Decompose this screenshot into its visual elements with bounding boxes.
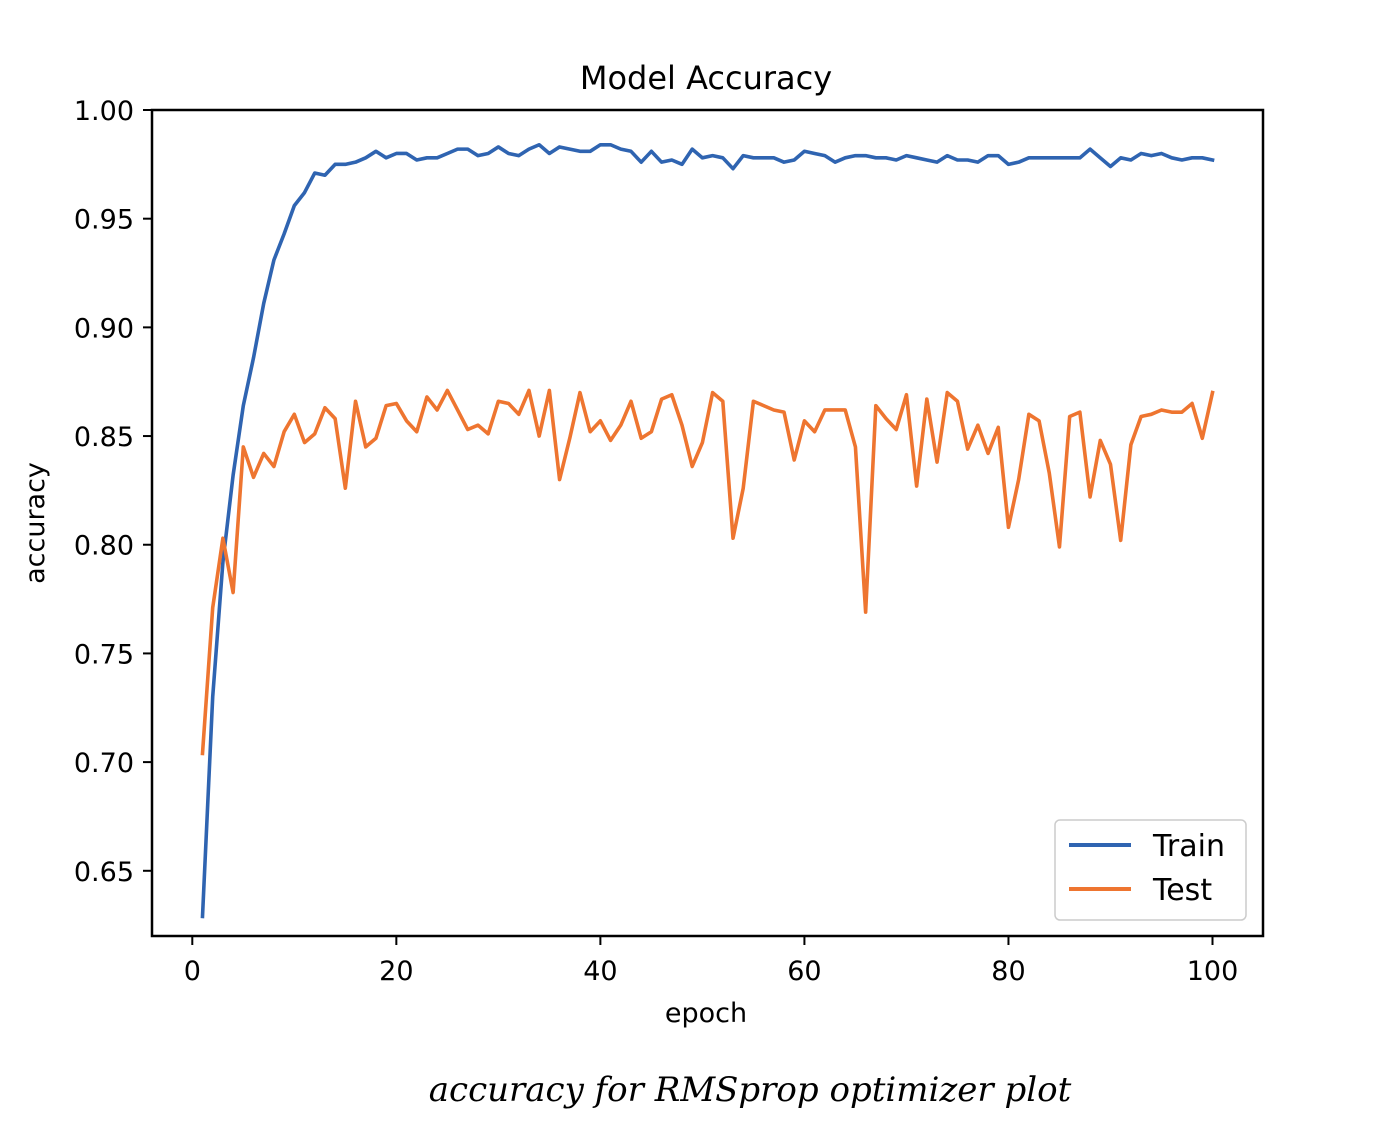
y-tick-label: 0.85 [74,422,134,453]
legend-test-label: Test [1152,873,1212,908]
series-layer [200,142,1215,919]
x-tick-label: 80 [991,956,1025,987]
x-tick-label: 20 [379,956,413,987]
x-axis: 0 20 40 60 80 100 [184,936,1239,987]
figure-caption: accuracy for RMSprop optimizer plot [429,1070,1072,1110]
y-tick-label: 0.80 [74,531,134,562]
axes-frame [150,108,1265,938]
chart-title: Model Accuracy [580,59,832,97]
y-tick-label: 0.70 [74,748,134,779]
x-tick-label: 0 [184,956,201,987]
y-tick-label: 0.95 [74,205,134,236]
y-tick-label: 0.75 [74,639,134,670]
y-axis: 0.65 0.70 0.75 0.80 0.85 0.90 0.95 1.00 [74,96,152,888]
x-axis-label: epoch [665,998,747,1029]
legend: Train Test [1054,819,1247,921]
y-tick-label: 0.65 [74,857,134,888]
y-tick-label: 1.00 [74,96,134,127]
series-line-train [200,142,1215,919]
legend-train-label: Train [1152,829,1225,864]
x-tick-label: 100 [1187,956,1239,987]
series-line-test [200,388,1215,756]
x-tick-label: 40 [583,956,617,987]
y-tick-label: 0.90 [74,313,134,344]
plot-area [150,108,1265,938]
x-tick-label: 60 [787,956,821,987]
y-axis-label: accuracy [20,462,51,584]
